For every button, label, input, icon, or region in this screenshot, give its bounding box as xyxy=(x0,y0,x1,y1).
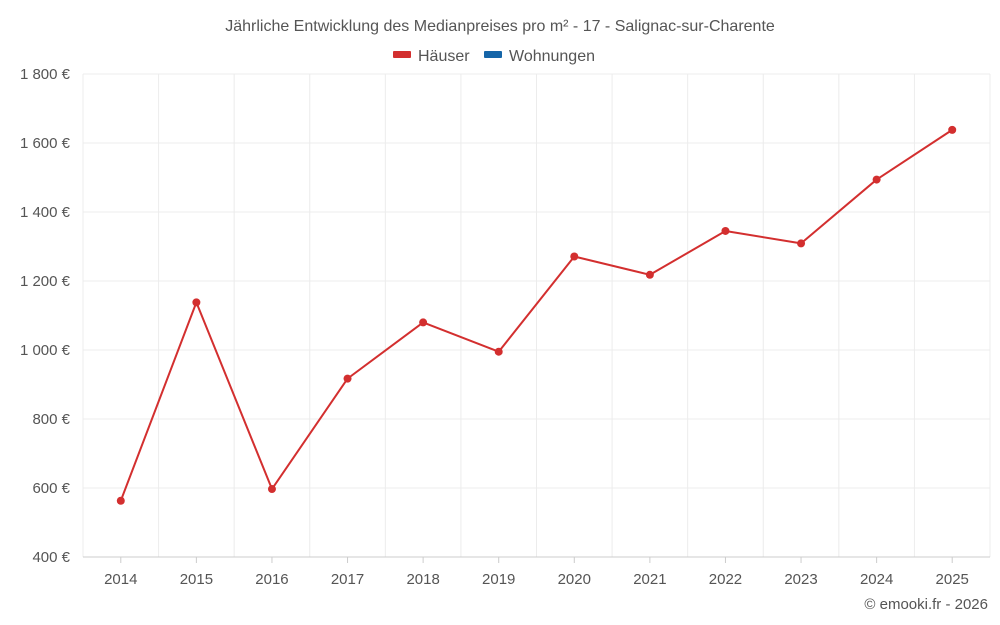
series-haeuser xyxy=(116,125,957,505)
y-tick-label: 1 600 € xyxy=(20,135,71,152)
y-tick-label: 1 800 € xyxy=(20,66,71,83)
x-tick-label: 2019 xyxy=(482,571,515,588)
x-tick-label: 2025 xyxy=(936,571,969,588)
y-axis: 400 € 600 € 800 € 1 000 € 1 200 € 1 400 € 1 60… xyxy=(20,66,71,566)
grid xyxy=(82,73,991,557)
data-point-2023[interactable] xyxy=(797,239,806,248)
x-tick-label: 2014 xyxy=(104,571,137,588)
x-tick-label: 2020 xyxy=(558,571,591,588)
data-point-2024[interactable] xyxy=(872,175,881,184)
legend-item-haeuser[interactable]: Häuser xyxy=(393,48,470,65)
legend-swatch-haeuser xyxy=(393,51,411,58)
legend-swatch-wohnungen xyxy=(484,51,502,58)
legend-item-wohnungen[interactable]: Wohnungen xyxy=(484,48,595,65)
series-line-haeuser xyxy=(119,129,953,502)
data-point-2022[interactable] xyxy=(721,226,730,235)
y-tick-label: 600 € xyxy=(32,480,70,497)
y-tick-label: 400 € xyxy=(32,549,70,566)
data-point-2018[interactable] xyxy=(419,318,428,327)
chart-title: Jährliche Entwicklung des Medianpreises … xyxy=(225,18,775,35)
y-tick-label: 1 000 € xyxy=(20,342,71,359)
data-point-2021[interactable] xyxy=(645,270,654,279)
x-tick-label: 2015 xyxy=(180,571,213,588)
x-tick-label: 2024 xyxy=(860,571,893,588)
y-tick-label: 800 € xyxy=(32,411,70,428)
y-tick-label: 1 200 € xyxy=(20,273,71,290)
data-point-2019[interactable] xyxy=(494,347,503,356)
data-point-2017[interactable] xyxy=(343,374,352,383)
x-tick-label: 2022 xyxy=(709,571,742,588)
x-tick-label: 2021 xyxy=(633,571,666,588)
credit-text: © emooki.fr - 2026 xyxy=(864,596,988,613)
x-tick-label: 2017 xyxy=(331,571,364,588)
data-point-2014[interactable] xyxy=(116,496,125,505)
legend-label-haeuser: Häuser xyxy=(418,48,470,65)
x-tick-label: 2023 xyxy=(784,571,817,588)
y-tick-label: 1 400 € xyxy=(20,204,71,221)
legend-label-wohnungen: Wohnungen xyxy=(509,48,595,65)
data-point-2015[interactable] xyxy=(192,298,201,307)
data-point-2025[interactable] xyxy=(948,125,957,134)
x-tick-label: 2016 xyxy=(255,571,288,588)
x-tick-label: 2018 xyxy=(406,571,439,588)
data-point-2020[interactable] xyxy=(570,252,579,261)
data-point-2016[interactable] xyxy=(267,485,276,494)
x-axis: 2014 2015 2016 2017 2018 2019 2020 2021 2022 2023… xyxy=(83,556,990,588)
legend: Häuser Wohnungen xyxy=(393,48,595,65)
